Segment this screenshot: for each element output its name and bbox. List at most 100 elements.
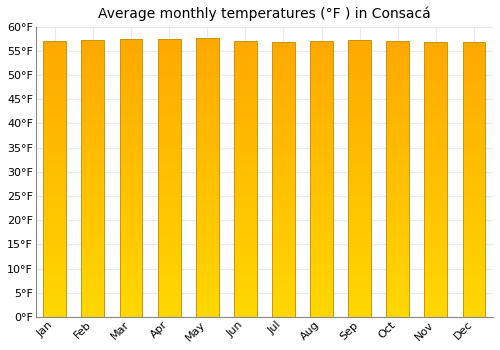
Bar — [82, 113, 104, 116]
Bar — [386, 179, 409, 182]
Bar — [158, 46, 180, 49]
Bar — [158, 185, 180, 188]
Bar — [234, 120, 257, 124]
Bar — [348, 61, 371, 64]
Bar — [272, 128, 295, 132]
Bar — [158, 77, 180, 80]
Bar — [120, 157, 142, 161]
Bar — [310, 127, 333, 131]
Bar — [424, 162, 448, 166]
Bar — [424, 303, 448, 307]
Bar — [386, 286, 409, 289]
Bar — [196, 38, 218, 317]
Bar — [386, 279, 409, 282]
Bar — [196, 247, 218, 251]
Bar — [386, 217, 409, 220]
Bar — [234, 155, 257, 158]
Bar — [196, 115, 218, 118]
Bar — [234, 310, 257, 313]
Bar — [348, 213, 371, 217]
Bar — [234, 300, 257, 303]
Bar — [348, 168, 371, 172]
Bar — [234, 224, 257, 227]
Bar — [44, 293, 66, 296]
Bar — [386, 117, 409, 120]
Bar — [82, 144, 104, 147]
Bar — [120, 102, 142, 105]
Bar — [234, 124, 257, 127]
Bar — [196, 111, 218, 115]
Bar — [120, 261, 142, 265]
Bar — [348, 172, 371, 175]
Bar — [120, 84, 142, 88]
Bar — [158, 209, 180, 212]
Bar — [348, 199, 371, 203]
Bar — [348, 189, 371, 192]
Bar — [196, 70, 218, 73]
Bar — [310, 169, 333, 172]
Bar — [234, 89, 257, 92]
Bar — [272, 77, 295, 80]
Bar — [158, 306, 180, 310]
Bar — [424, 152, 448, 155]
Bar — [462, 59, 485, 62]
Bar — [234, 203, 257, 206]
Bar — [348, 127, 371, 130]
Bar — [196, 244, 218, 247]
Bar — [462, 255, 485, 258]
Bar — [44, 103, 66, 107]
Bar — [120, 206, 142, 209]
Bar — [348, 268, 371, 272]
Bar — [196, 132, 218, 136]
Bar — [158, 233, 180, 237]
Bar — [44, 248, 66, 251]
Bar — [310, 196, 333, 200]
Bar — [158, 154, 180, 157]
Bar — [348, 147, 371, 151]
Bar — [120, 91, 142, 95]
Bar — [44, 303, 66, 307]
Bar — [196, 38, 218, 42]
Bar — [386, 258, 409, 262]
Bar — [82, 296, 104, 300]
Bar — [310, 48, 333, 51]
Bar — [272, 132, 295, 135]
Bar — [310, 124, 333, 127]
Bar — [234, 131, 257, 134]
Bar — [310, 244, 333, 248]
Bar — [424, 114, 448, 117]
Title: Average monthly temperatures (°F ) in Consacá: Average monthly temperatures (°F ) in Co… — [98, 7, 431, 21]
Bar — [158, 202, 180, 206]
Bar — [120, 88, 142, 91]
Bar — [310, 231, 333, 234]
Bar — [272, 210, 295, 214]
Bar — [120, 296, 142, 300]
Bar — [44, 244, 66, 248]
Bar — [386, 68, 409, 72]
Bar — [272, 155, 295, 159]
Bar — [44, 110, 66, 114]
Bar — [44, 214, 66, 217]
Bar — [120, 116, 142, 119]
Bar — [462, 272, 485, 275]
Bar — [158, 310, 180, 313]
Bar — [82, 178, 104, 182]
Bar — [196, 153, 218, 157]
Bar — [158, 289, 180, 293]
Bar — [82, 234, 104, 237]
Bar — [348, 120, 371, 123]
Bar — [44, 310, 66, 313]
Bar — [272, 87, 295, 90]
Bar — [462, 207, 485, 210]
Bar — [310, 69, 333, 72]
Bar — [462, 296, 485, 300]
Bar — [120, 57, 142, 60]
Bar — [272, 60, 295, 63]
Bar — [120, 133, 142, 136]
Bar — [386, 303, 409, 307]
Bar — [120, 230, 142, 233]
Bar — [310, 238, 333, 241]
Bar — [44, 286, 66, 289]
Bar — [386, 275, 409, 279]
Bar — [386, 41, 409, 44]
